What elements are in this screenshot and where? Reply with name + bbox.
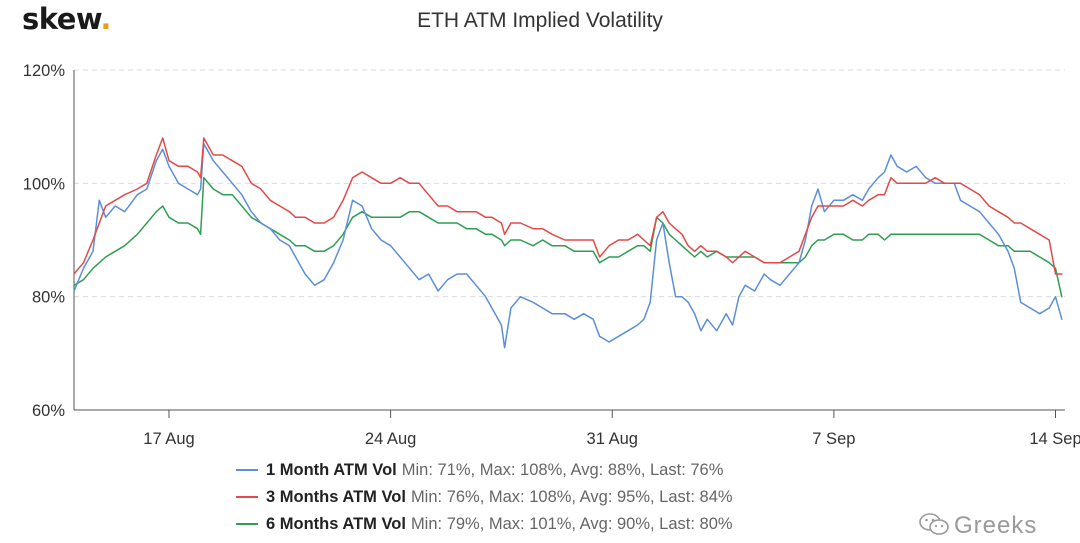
- legend-stats-3m: Min: 76%, Max: 108%, Avg: 95%, Last: 84%: [410, 487, 733, 506]
- grid-layer: [74, 69, 1065, 298]
- y-tick-label: 60%: [32, 402, 65, 420]
- x-tick-label: 24 Aug: [365, 430, 416, 448]
- chart-title: ETH ATM Implied Volatility: [417, 9, 663, 32]
- axis-layer: 60% 80% 100% 120% 17 Aug 24 Aug 31 Aug 7 Sep 14 …: [23, 62, 1080, 448]
- watermark: Greeks: [918, 512, 1037, 540]
- legend-item-1m[interactable]: 1 Month ATM Vol Min: 71%, Max: 108%, Avg…: [236, 458, 723, 482]
- legend-label-3m: 3 Months ATM Vol: [266, 487, 406, 506]
- x-tick-label: 31 Aug: [587, 430, 638, 448]
- legend-item-3m[interactable]: 3 Months ATM Vol Min: 76%, Max: 108%, Av…: [236, 485, 733, 509]
- legend-stats-1m: Min: 71%, Max: 108%, Avg: 88%, Last: 76%: [401, 460, 724, 479]
- chart-plot: 60% 80% 100% 120% 17 Aug 24 Aug 31 Aug 7 Sep 14 …: [23, 62, 1080, 448]
- watermark-text: Greeks: [954, 512, 1038, 539]
- legend-item-6m[interactable]: 6 Months ATM Vol Min: 79%, Max: 101%, Av…: [236, 512, 733, 536]
- y-tick-label: 100%: [23, 175, 66, 193]
- legend-stats-6m: Min: 79%, Max: 101%, Avg: 90%, Last: 80%: [410, 514, 733, 533]
- wechat-icon: [919, 513, 949, 535]
- logo-text: skew: [22, 2, 101, 36]
- skew-logo: skew.: [22, 2, 111, 36]
- logo-dot: .: [100, 2, 111, 36]
- x-tick-label: 17 Aug: [143, 430, 194, 448]
- y-tick-label: 80%: [32, 289, 65, 307]
- x-tick-label: 14 Sep: [1029, 430, 1080, 448]
- legend-line-6m: [236, 523, 258, 525]
- legend-label-1m: 1 Month ATM Vol: [266, 460, 397, 479]
- series-line-1-month-atm-vol: [73, 142, 1063, 349]
- legend-line-1m: [236, 469, 258, 471]
- series-line-3-months-atm-vol: [73, 137, 1063, 275]
- series-layer: [73, 137, 1063, 349]
- series-line-6-months-atm-vol: [73, 176, 1063, 298]
- legend-line-3m: [236, 496, 258, 498]
- x-tick-label: 7 Sep: [812, 430, 855, 448]
- y-tick-label: 120%: [23, 62, 66, 80]
- legend-label-6m: 6 Months ATM Vol: [266, 514, 406, 533]
